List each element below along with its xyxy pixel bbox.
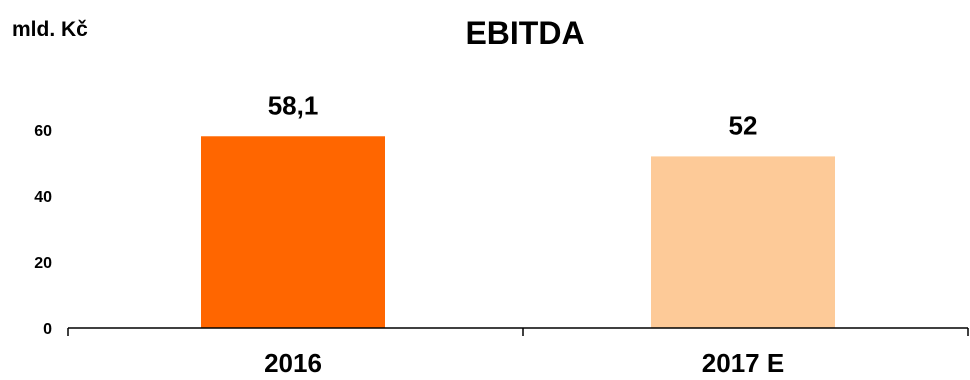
- bar-2016: [201, 136, 385, 328]
- data-label: 58,1: [268, 90, 319, 120]
- chart-title: EBITDA: [465, 15, 584, 51]
- y-tick-label: 0: [43, 321, 52, 338]
- y-tick-label: 20: [34, 255, 52, 272]
- y-tick-label: 60: [34, 123, 52, 140]
- unit-label: mld. Kč: [12, 18, 88, 41]
- bar-2017-e: [651, 156, 835, 328]
- y-tick-label: 40: [34, 189, 52, 206]
- x-tick-label: 2017 E: [702, 348, 784, 378]
- data-label: 52: [729, 110, 758, 140]
- x-tick-label: 2016: [264, 348, 322, 378]
